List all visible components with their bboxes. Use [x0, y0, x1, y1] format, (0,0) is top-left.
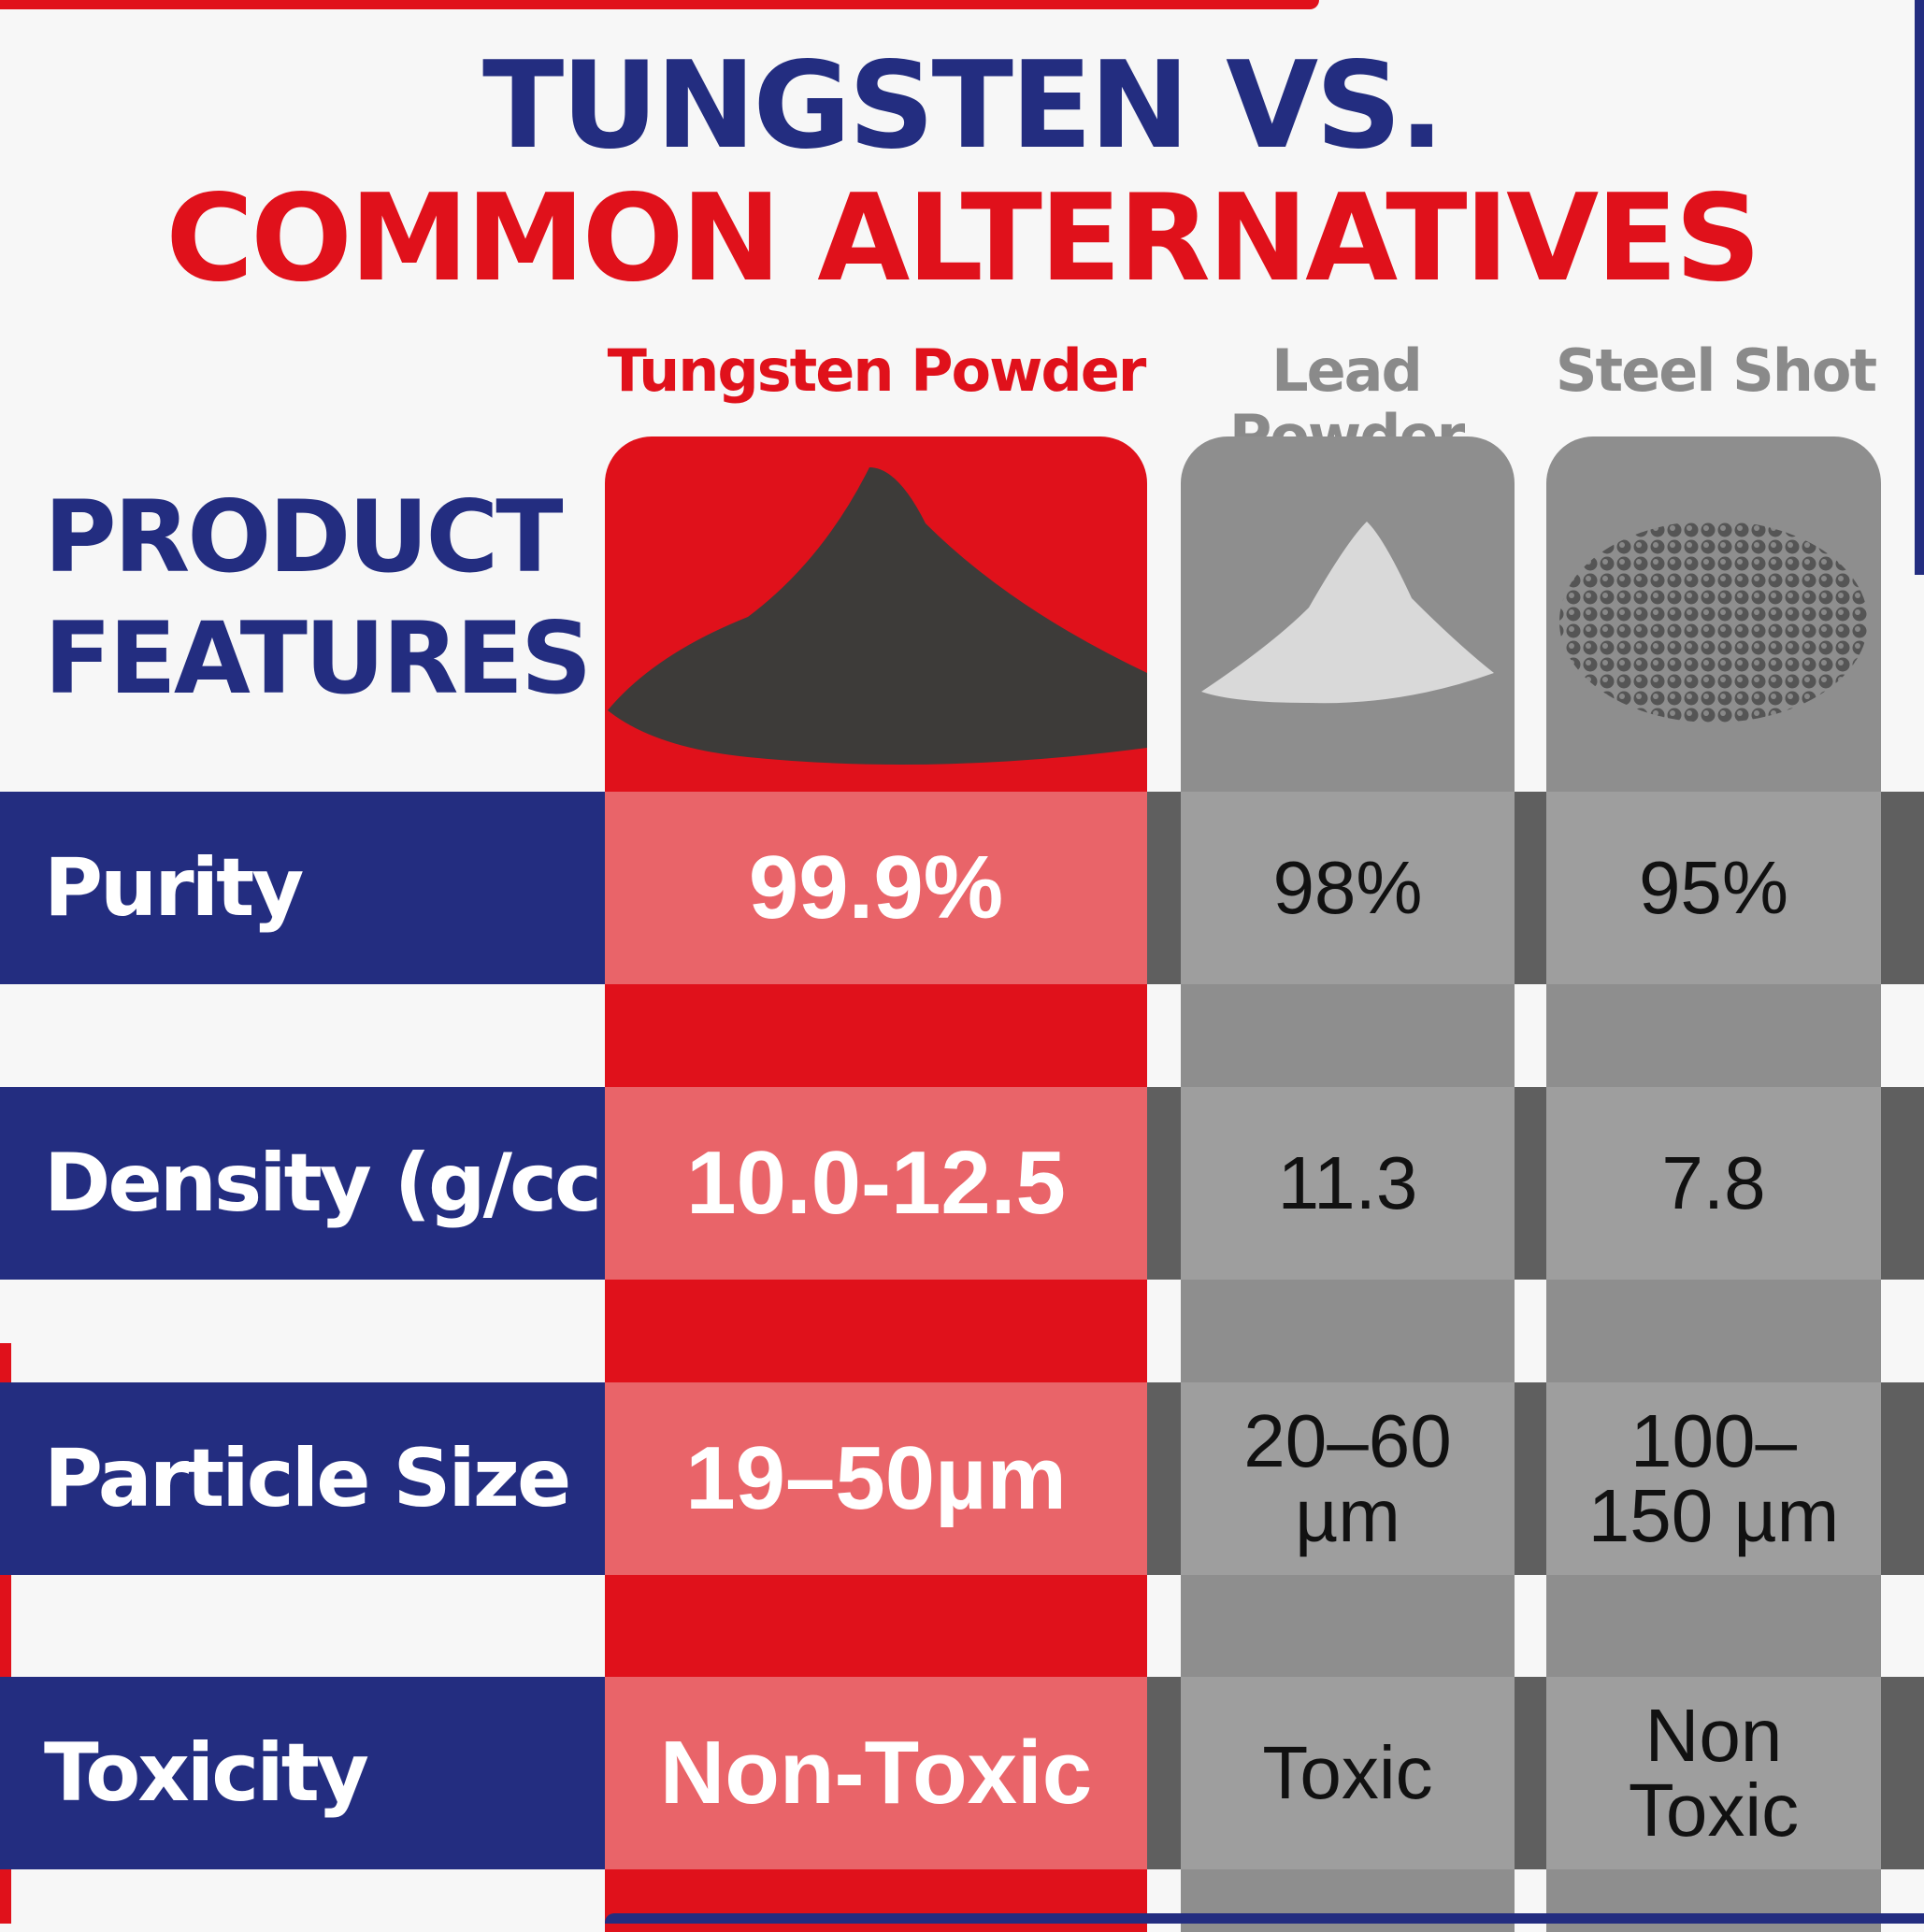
column-header: Lead Powder [1229, 336, 1465, 469]
side-bar [1915, 0, 1924, 575]
top-bar [0, 0, 1319, 9]
cell: 95% [1546, 792, 1881, 984]
title-line: TUNGSTEN VS. [482, 36, 1444, 176]
cell: Toxic [1181, 1677, 1515, 1869]
bottom-bar [605, 1913, 1924, 1924]
cell: 11.3 [1181, 1087, 1515, 1280]
cell: 99.9% [605, 792, 1147, 984]
cell: 20–60 µm [1181, 1382, 1515, 1575]
row-label: Purity [0, 792, 605, 984]
row-label: Density (g/cc) [0, 1087, 636, 1280]
cell: 98% [1181, 792, 1515, 984]
row-label: Particle Size [0, 1382, 605, 1575]
corner-label: PRODUCT FEATURES [44, 479, 592, 716]
cell: 19–50µm [605, 1382, 1147, 1575]
cell: 100–150 µm [1546, 1382, 1881, 1575]
title-line: COMMON ALTERNATIVES [165, 169, 1761, 308]
row-label: Toxicity [0, 1677, 605, 1869]
cell: Non Toxic [1546, 1677, 1881, 1869]
column-header: Steel Shot [1555, 336, 1877, 405]
cell: Non-Toxic [605, 1677, 1147, 1869]
cell: 10.0-12.5 [605, 1087, 1147, 1280]
column-header: Tungsten Powder [607, 336, 1147, 405]
cell: 7.8 [1546, 1087, 1881, 1280]
